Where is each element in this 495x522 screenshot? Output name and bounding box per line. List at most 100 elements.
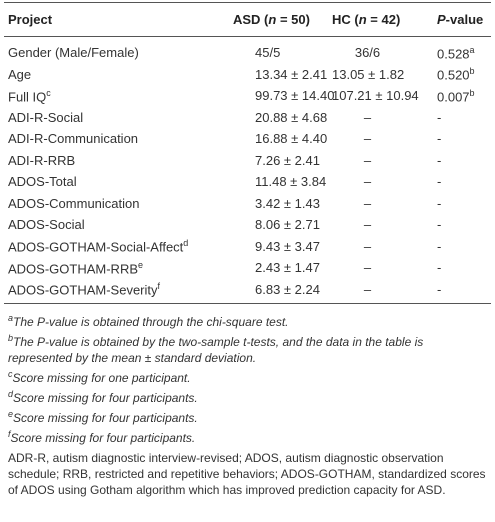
table-cell: 0.528a	[433, 37, 491, 64]
header-cell: HC (n = 42)	[328, 2, 433, 37]
footnotes: aThe P-value is obtained through the chi…	[4, 310, 491, 498]
table-row: Age 13.34 ± 2.41 13.05 ± 1.82 0.520b	[4, 64, 491, 86]
cell-text: –	[363, 131, 372, 147]
table-cell: -	[433, 214, 491, 236]
table-cell: ADI-R-Social	[4, 107, 229, 129]
cell-text: ADI-R-RRB	[8, 152, 76, 168]
cell-text: -	[437, 238, 442, 254]
cell-text: –	[363, 281, 372, 297]
table-row: Gender (Male/Female) 45/5 36/6 0.528a	[4, 37, 491, 64]
table-cell: ADOS-GOTHAM-Social-Affectd	[4, 236, 229, 258]
table-cell: 16.88 ± 4.40	[229, 128, 328, 150]
cell-text: ADI-R-Social	[8, 109, 84, 125]
footnote-text: The P-value is obtained through the chi-…	[13, 315, 289, 329]
cell-text: -	[437, 131, 442, 147]
footnote: cScore missing for one participant.	[8, 366, 487, 386]
abbreviations: ADR-R, autism diagnostic interview-revis…	[8, 451, 486, 497]
table-cell: 20.88 ± 4.68	[229, 107, 328, 129]
cell-text: -	[437, 109, 442, 125]
header-italic: P	[437, 12, 446, 27]
data-table: Project ASD (n = 50) HC (n = 42) P-value Ge…	[4, 2, 491, 304]
header-italic: n	[268, 12, 277, 27]
table-cell: –	[328, 171, 433, 193]
footnote: eScore missing for four participants.	[8, 406, 487, 426]
footnote-text: The P-value is obtained by the two-sampl…	[8, 335, 424, 365]
cell-text: ADOS-Communication	[8, 195, 140, 211]
table-cell: -	[433, 107, 491, 129]
cell-text: Age	[8, 66, 32, 82]
header-cell: Project	[4, 2, 229, 37]
cell-text: ADOS-GOTHAM-RRB	[8, 260, 138, 276]
table-cell: 13.05 ± 1.82	[328, 64, 433, 86]
footnote-mark: b	[8, 333, 14, 343]
table-cell: Age	[4, 64, 229, 86]
table-cell: 0.520b	[433, 64, 491, 86]
cell-superscript: e	[138, 259, 144, 270]
table-cell: ADOS-Total	[4, 171, 229, 193]
table-cell: ADOS-Social	[4, 214, 229, 236]
cell-text: 13.34 ± 2.41	[255, 66, 328, 82]
table-cell: ADI-R-RRB	[4, 150, 229, 172]
cell-text: –	[363, 217, 372, 233]
cell-text: 2.43 ± 1.47	[255, 260, 320, 276]
cell-text: 16.88 ± 4.40	[255, 131, 328, 147]
footnote-text: Score missing for one participant.	[12, 371, 191, 385]
cell-text: 7.26 ± 2.41	[255, 152, 320, 168]
table-cell: -	[433, 193, 491, 215]
table-cell: 107.21 ± 10.94	[328, 85, 433, 107]
footnote-mark: d	[8, 389, 14, 399]
table-cell: –	[328, 150, 433, 172]
header-text: = 42)	[366, 12, 401, 27]
cell-superscript: a	[469, 44, 475, 55]
cell-text: -	[437, 174, 442, 190]
cell-text: -	[437, 281, 442, 297]
table-cell: 45/5	[229, 37, 328, 64]
footnote: bThe P-value is obtained by the two-samp…	[8, 330, 487, 366]
cell-text: -	[437, 152, 442, 168]
header-text: = 50)	[276, 12, 310, 27]
header-text: HC (	[332, 12, 359, 27]
footnote-text: Score missing for four participants.	[13, 411, 198, 425]
cell-superscript: b	[469, 87, 475, 98]
cell-text: ADOS-Social	[8, 217, 85, 233]
footnote: fScore missing for four participants.	[8, 426, 487, 446]
footnote-mark: f	[8, 429, 11, 439]
table-cell: ADOS-GOTHAM-Severityf	[4, 278, 229, 304]
table-cell: 13.34 ± 2.41	[229, 64, 328, 86]
footnote: aThe P-value is obtained through the chi…	[8, 310, 487, 330]
table-cell: 3.42 ± 1.43	[229, 193, 328, 215]
table-cell: 8.06 ± 2.71	[229, 214, 328, 236]
header-cell: ASD (n = 50)	[229, 2, 328, 37]
table-row: ADOS-GOTHAM-Severityf 6.83 ± 2.24 – -	[4, 278, 491, 304]
cell-text: 3.42 ± 1.43	[255, 195, 320, 211]
cell-text: –	[363, 238, 372, 254]
table-cell: Full IQc	[4, 85, 229, 107]
cell-text: -	[437, 195, 442, 211]
cell-text: 6.83 ± 2.24	[255, 281, 320, 297]
table-cell: 0.007b	[433, 85, 491, 107]
footnote-mark: c	[8, 369, 13, 379]
cell-text: 20.88 ± 4.68	[255, 109, 328, 125]
cell-text: 99.73 ± 14.40	[255, 88, 335, 104]
footnote-text: Score missing for four participants.	[13, 391, 198, 405]
table-cell: -	[433, 150, 491, 172]
cell-text: 107.21 ± 10.94	[332, 88, 419, 104]
cell-text: 8.06 ± 2.71	[255, 217, 320, 233]
table-cell: –	[328, 257, 433, 279]
cell-text: –	[363, 195, 372, 211]
cell-text: ADOS-GOTHAM-Severity	[8, 282, 158, 298]
cell-superscript: b	[469, 66, 475, 77]
table-cell: 36/6	[328, 37, 433, 64]
table-cell: –	[328, 278, 433, 304]
table-cell: 9.43 ± 3.47	[229, 236, 328, 258]
table-wrap: Project ASD (n = 50) HC (n = 42) P-value Ge…	[4, 2, 491, 498]
header-italic: n	[358, 12, 367, 27]
header-text: Project	[8, 12, 53, 27]
table-cell: 11.48 ± 3.84	[229, 171, 328, 193]
cell-text: -	[437, 217, 442, 233]
table-cell: -	[433, 278, 491, 304]
table-row: ADOS-Communication 3.42 ± 1.43 – -	[4, 193, 491, 215]
table-cell: ADI-R-Communication	[4, 128, 229, 150]
cell-text: –	[363, 152, 372, 168]
